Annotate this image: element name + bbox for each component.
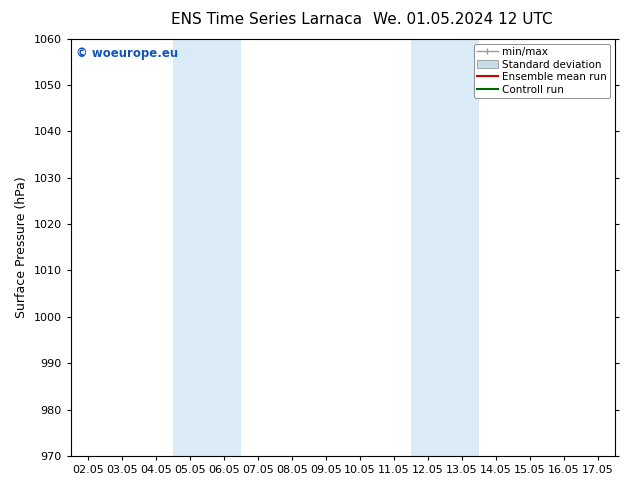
Text: © woeurope.eu: © woeurope.eu: [76, 47, 178, 60]
Legend: min/max, Standard deviation, Ensemble mean run, Controll run: min/max, Standard deviation, Ensemble me…: [474, 44, 610, 98]
Text: ENS Time Series Larnaca: ENS Time Series Larnaca: [171, 12, 362, 27]
Bar: [172, 39, 241, 456]
Text: We. 01.05.2024 12 UTC: We. 01.05.2024 12 UTC: [373, 12, 553, 27]
Y-axis label: Surface Pressure (hPa): Surface Pressure (hPa): [15, 176, 28, 318]
Bar: [411, 39, 479, 456]
